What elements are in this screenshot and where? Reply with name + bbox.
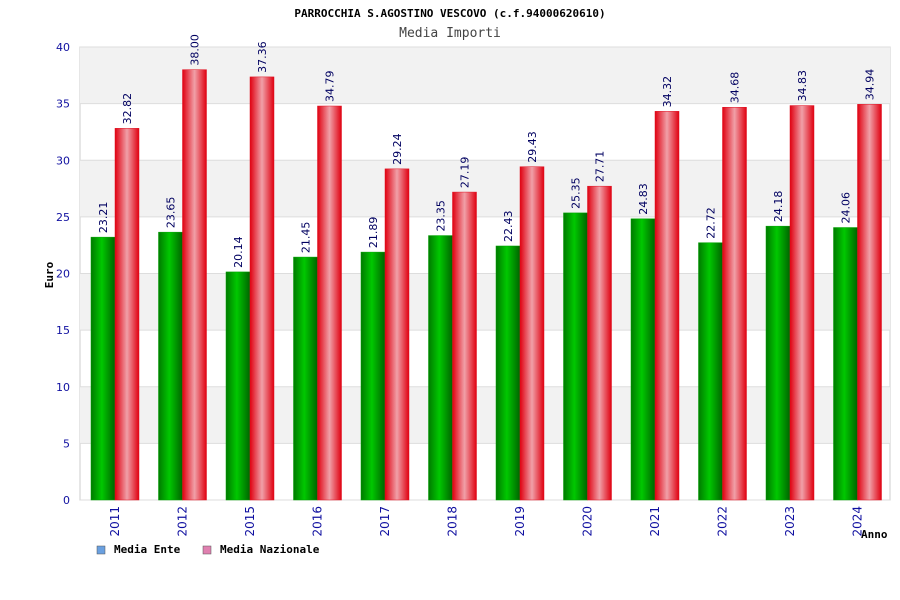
x-tick-label: 2021 [648, 506, 662, 537]
bar-media-ente [158, 231, 183, 501]
x-tick-label: 2016 [311, 506, 325, 537]
bar-media-ente [90, 236, 116, 501]
data-label: 27.71 [594, 151, 607, 183]
chart-subtitle: Media Importi [399, 26, 501, 41]
bar-media-ente [833, 227, 858, 501]
y-tick-label: 0 [63, 494, 70, 507]
data-label: 21.45 [300, 222, 313, 254]
data-label: 23.65 [165, 197, 178, 229]
bar-media-ente [630, 218, 656, 501]
grid-band [80, 386, 890, 444]
bar-media-nazionale [722, 106, 747, 501]
data-label: 34.79 [324, 71, 337, 103]
legend-swatch-media-ente [96, 545, 106, 555]
bar-media-ente [293, 256, 318, 501]
legend-swatch-media-nazionale [202, 545, 212, 555]
data-label: 37.36 [256, 41, 269, 73]
grid-band [80, 160, 890, 217]
x-tick-label: 2019 [513, 506, 527, 537]
bars [90, 69, 882, 501]
grid-band [80, 273, 890, 331]
x-tick-label: 2012 [176, 506, 190, 537]
data-labels: 23.21 32.82 23.65 38.00 20.14 37.36 21.45 34.79… [97, 34, 877, 268]
bar-media-nazionale [249, 76, 275, 501]
x-tick-label: 2011 [108, 506, 122, 537]
data-label: 34.83 [796, 70, 809, 102]
data-label: 38.00 [189, 34, 202, 66]
x-axis-ticks: 2011 2012 2015 2016 2017 2018 2019 2020 2021 2022… [108, 506, 865, 537]
legend: Media Ente Media Nazionale [96, 543, 320, 556]
x-tick-label: 2017 [378, 506, 392, 537]
x-axis-label: Anno [861, 528, 888, 541]
x-tick-label: 2022 [716, 506, 730, 537]
x-tick-label: 2024 [851, 506, 865, 537]
bar-media-nazionale [857, 104, 882, 501]
data-label: 23.35 [435, 200, 448, 232]
bar-media-nazionale [384, 168, 410, 501]
bar-media-ente [698, 242, 723, 501]
data-label: 24.18 [772, 191, 785, 223]
data-label: 34.94 [864, 69, 877, 101]
bar-media-nazionale [182, 69, 207, 501]
bar-media-nazionale [317, 105, 342, 501]
y-tick-label: 40 [56, 41, 70, 54]
data-label: 22.72 [705, 207, 718, 239]
bar-media-nazionale [587, 185, 612, 501]
x-tick-label: 2018 [446, 506, 460, 537]
bar-media-nazionale [519, 166, 545, 501]
bar-media-ente [225, 271, 251, 501]
data-label: 27.19 [459, 157, 472, 189]
y-tick-label: 5 [63, 437, 70, 450]
chart-title: PARROCCHIA S.AGOSTINO VESCOVO (c.f.94000… [294, 7, 605, 20]
grid-band [80, 47, 890, 104]
x-tick-label: 2023 [783, 506, 797, 537]
data-label: 22.43 [502, 210, 515, 242]
data-label: 29.24 [391, 133, 404, 165]
bar-media-ente [428, 235, 453, 501]
data-label: 29.43 [526, 131, 539, 163]
y-tick-label: 10 [56, 381, 70, 394]
y-tick-label: 15 [56, 324, 70, 337]
data-label: 24.83 [637, 183, 650, 215]
data-label: 23.21 [97, 202, 110, 234]
bar-media-ente [360, 251, 386, 501]
data-label: 34.32 [661, 76, 674, 108]
data-label: 34.68 [729, 72, 742, 104]
y-axis-ticks: 0 5 10 15 20 25 30 35 40 [56, 41, 70, 507]
y-tick-label: 25 [56, 211, 70, 224]
x-tick-label: 2020 [581, 506, 595, 537]
legend-label-media-nazionale: Media Nazionale [220, 543, 320, 556]
gridlines [80, 46, 890, 501]
data-label: 25.35 [570, 177, 583, 209]
data-label: 21.89 [367, 217, 380, 249]
bar-media-nazionale [452, 191, 477, 501]
bar-media-ente [563, 212, 588, 501]
data-label: 32.82 [121, 93, 134, 125]
data-label: 24.06 [840, 192, 853, 224]
bar-media-nazionale [654, 111, 680, 501]
data-label: 20.14 [232, 236, 245, 268]
bar-media-nazionale [789, 105, 815, 501]
bar-media-nazionale [114, 128, 140, 501]
bar-media-ente [495, 245, 521, 501]
y-tick-label: 30 [56, 154, 70, 167]
y-tick-label: 20 [56, 268, 70, 281]
y-tick-label: 35 [56, 98, 70, 111]
x-tick-label: 2015 [243, 506, 257, 537]
legend-label-media-ente: Media Ente [114, 543, 181, 556]
y-axis-label: Euro [43, 261, 56, 288]
bar-media-ente [765, 225, 791, 501]
